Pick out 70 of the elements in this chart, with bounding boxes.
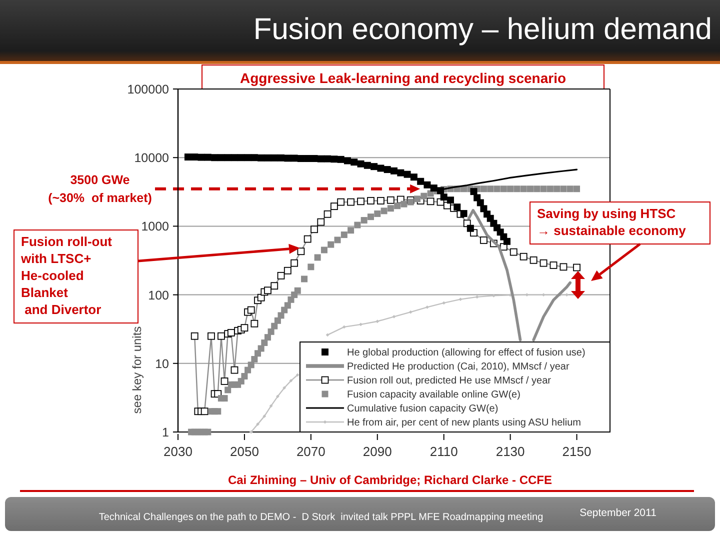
point: [426, 305, 429, 309]
point: [442, 301, 446, 305]
point: [440, 194, 448, 201]
point: [324, 155, 332, 162]
legend-label: Fusion roll out, predicted He use MMscf / year: [347, 376, 552, 386]
chart-subtitle: Aggressive Leak-learning and recycling scenario: [240, 70, 566, 86]
text: September 2011: [580, 507, 657, 519]
point: [204, 154, 212, 161]
point: [466, 224, 474, 232]
point: [458, 298, 462, 301]
point: [258, 154, 265, 162]
point: [404, 170, 411, 178]
legend-label: He from air, per cent of new plants using ASU helium: [347, 418, 582, 428]
point: [376, 320, 380, 324]
point: [276, 394, 280, 398]
x-tick-label: 2130: [496, 444, 525, 459]
x-tick-label: 2070: [296, 444, 326, 459]
legend-label: He global production (allowing for effect of fusion use): [347, 348, 586, 358]
point: [250, 154, 258, 162]
y-tick-label: 100: [148, 288, 170, 302]
point: [408, 310, 412, 314]
point: [269, 404, 273, 408]
y-axis-title: see key for units: [130, 326, 144, 414]
point: [424, 181, 431, 188]
y-tick-label: 10000: [134, 151, 170, 166]
x-tick-label: 2030: [164, 444, 192, 459]
text: Fusion roll-out with LTSC+ He-cooled Blanket and Divertor: [20, 234, 113, 317]
point: [410, 174, 418, 181]
point: [446, 196, 454, 204]
point: [326, 333, 330, 337]
point: [256, 422, 260, 426]
point: [470, 188, 478, 196]
ref-line-label: 3500 GWe (~30% of market): [48, 172, 152, 205]
point: [184, 154, 192, 161]
point: [392, 314, 396, 318]
point: [417, 178, 424, 185]
text: Cai Zhiming – Univ of Cambridge; Richard Clarke - CCFE: [228, 473, 552, 487]
point: [317, 155, 324, 162]
y-tick-label: 100000: [127, 82, 170, 96]
x-tick-label: 2110: [430, 444, 458, 459]
point: [503, 238, 510, 245]
y-tick-label: 1: [162, 426, 170, 440]
point: [460, 210, 468, 218]
point: [304, 155, 312, 162]
point: [342, 325, 346, 329]
chart-title: Fusion economy – helium demand: [253, 13, 712, 46]
point: [296, 373, 300, 377]
point: [262, 414, 266, 418]
x-tick-label: 2090: [362, 444, 392, 459]
point: [370, 163, 378, 170]
point: [476, 199, 484, 206]
annotation: Saving by using HTSC → sustainable economy: [537, 206, 687, 238]
point: [359, 322, 362, 326]
point: [289, 378, 293, 382]
legend-label: Predicted He production (Cai, 2010), MMscf / year: [347, 362, 570, 372]
point: [364, 162, 371, 169]
legend-label: Fusion capacity available online GW(e): [347, 390, 520, 400]
point: [430, 184, 438, 192]
x-tick-label: 2050: [230, 444, 259, 459]
point: [249, 430, 253, 434]
point: [437, 187, 444, 194]
point: [282, 386, 286, 390]
text: Technical Challenges on the path to DEMO - D Stork invited talk PPPL MFE Roadmapping meeting: [98, 512, 544, 523]
point: [297, 155, 304, 162]
x-tick-label: 2150: [562, 444, 592, 459]
legend-label: Cumulative fusion capacity GW(e): [347, 404, 498, 414]
point: [454, 204, 461, 211]
point: [211, 154, 218, 162]
y-tick-label: 1000: [141, 220, 170, 234]
y-tick-label: 10: [155, 356, 170, 371]
